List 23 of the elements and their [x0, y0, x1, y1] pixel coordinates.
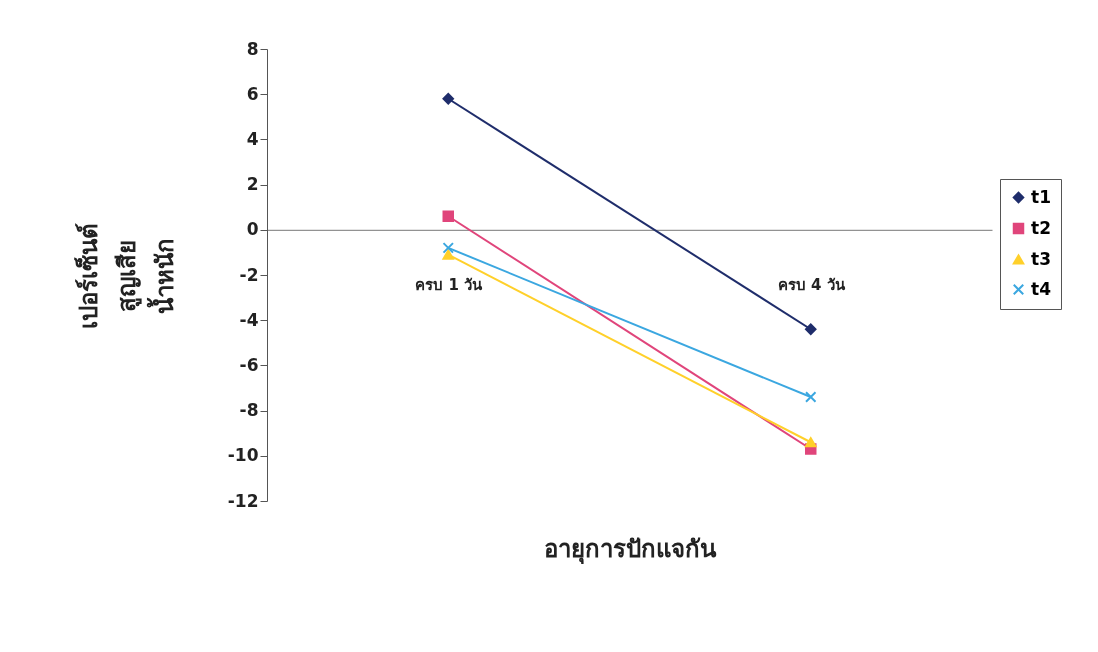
y-tick-label: -10 [227, 445, 259, 466]
legend-label: t3 [1031, 248, 1051, 269]
point [442, 210, 454, 222]
x-tick-label: ครบ 1 วัน [415, 276, 484, 295]
y-tick-label: -2 [239, 264, 259, 285]
y-tick-label: -12 [227, 490, 259, 511]
y-tick-label: 4 [246, 128, 259, 149]
legend-label: t2 [1031, 217, 1051, 238]
y-tick-label: -4 [239, 309, 259, 330]
x-axis-title: อายุการปักแจกัน [544, 535, 717, 566]
point [442, 92, 454, 105]
point [805, 323, 817, 335]
legend-label: t4 [1031, 278, 1052, 299]
legend-label: t1 [1031, 186, 1051, 207]
y-tick-label: 8 [246, 38, 259, 59]
y-tick-label: 6 [246, 83, 259, 104]
y-tick-label: -6 [239, 354, 259, 375]
y-tick-label: 2 [246, 174, 259, 195]
x-tick-label: ครบ 4 วัน [777, 276, 846, 295]
y-tick-label: 0 [246, 219, 259, 240]
y-axis-title: เปอร์เซ็นต์ สูญเสีย น้ำหนัก [73, 222, 179, 329]
point [805, 391, 817, 403]
y-tick-label: -8 [239, 400, 259, 421]
